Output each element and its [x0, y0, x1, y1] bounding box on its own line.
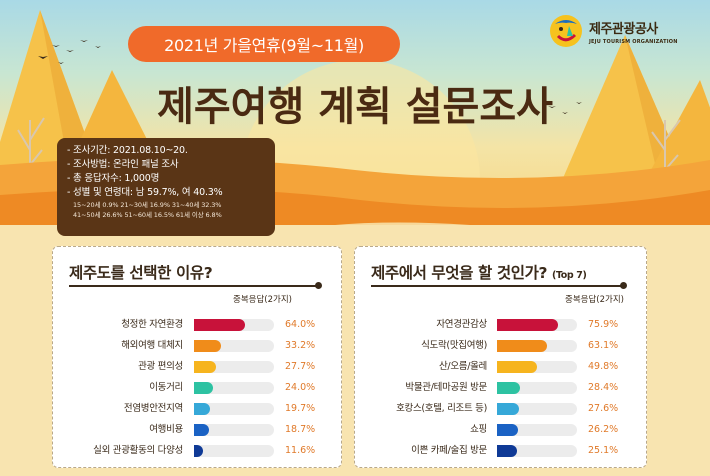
data-label: 25.1%	[588, 445, 619, 456]
bar-track	[497, 382, 577, 394]
survey-info-age-2: 41~50세 26.6% 51~60세 16.5% 61세 이상 6.8%	[73, 211, 222, 219]
survey-info-age-1: 15~20세 0.9% 21~30세 16.9% 31~40세 32.3%	[73, 201, 222, 209]
category-label: 실외 관광활동의 다양성	[93, 445, 183, 456]
bar	[194, 340, 221, 352]
bar-track	[194, 403, 274, 415]
bar-track	[194, 319, 274, 331]
chart-row: 청정한 자연환경 64.0%	[53, 318, 343, 332]
period-label: 2021년 가을연휴(9월~11월)	[164, 36, 364, 55]
survey-info-method: - 조사방법: 온라인 패널 조사	[67, 159, 179, 170]
chart-row: 호캉스(호텔, 리조트 등) 27.6%	[355, 402, 645, 416]
chart-title-text: 제주에서 무엇을 할 것인가?	[371, 264, 548, 282]
chart-row: 이쁜 카페/술집 방문 25.1%	[355, 444, 645, 458]
category-label: 자연경관감상	[436, 319, 487, 330]
bar	[497, 340, 548, 352]
category-label: 여행비용	[149, 424, 183, 435]
category-label: 이동거리	[149, 382, 183, 393]
chart-row: 박물관/테마공원 방문 28.4%	[355, 381, 645, 395]
data-label: 27.7%	[285, 361, 316, 372]
data-label: 18.7%	[285, 424, 316, 435]
data-label: 75.9%	[588, 319, 619, 330]
org-name-korean: 제주관광공사	[589, 21, 658, 37]
category-label: 쇼핑	[470, 424, 487, 435]
chart-title: 제주에서 무엇을 할 것인가? (Top 7)	[371, 261, 587, 283]
survey-info-period: - 조사기간: 2021.08.10~20.	[67, 145, 188, 156]
chart-row: 여행비용 18.7%	[53, 423, 343, 437]
data-label: 27.6%	[588, 403, 619, 414]
chart-row: 자연경관감상 75.9%	[355, 318, 645, 332]
bar-track	[194, 340, 274, 352]
data-label: 11.6%	[285, 445, 316, 456]
title-divider	[371, 285, 623, 287]
bar-track	[194, 361, 274, 373]
bar	[194, 361, 217, 373]
chart-row: 쇼핑 26.2%	[355, 423, 645, 437]
bar-track	[497, 319, 577, 331]
data-label: 49.8%	[588, 361, 619, 372]
chart-row: 관광 편의성 27.7%	[53, 360, 343, 374]
data-label: 28.4%	[588, 382, 619, 393]
category-label: 관광 편의성	[138, 361, 183, 372]
survey-info-box: - 조사기간: 2021.08.10~20. - 조사방법: 온라인 패널 조사…	[57, 138, 275, 236]
title-divider	[69, 285, 318, 287]
bar-track	[497, 403, 577, 415]
bar	[497, 382, 520, 394]
bar-track	[194, 424, 274, 436]
data-label: 24.0%	[285, 382, 316, 393]
jeju-tourism-logo-icon	[550, 15, 582, 47]
data-label: 19.7%	[285, 403, 316, 414]
bar	[497, 403, 520, 415]
chart-row: 식도락(맛집여행) 63.1%	[355, 339, 645, 353]
data-label: 33.2%	[285, 340, 316, 351]
chart-row: 해외여행 대체지 33.2%	[53, 339, 343, 353]
bar	[194, 319, 246, 331]
org-name-english: JEJU TOURISM ORGANIZATION	[589, 38, 678, 45]
bar-track	[497, 424, 577, 436]
bar	[194, 445, 204, 457]
chart-row: 산/오름/올레 49.8%	[355, 360, 645, 374]
bar-track	[194, 445, 274, 457]
bar	[497, 424, 518, 436]
category-label: 박물관/테마공원 방문	[405, 382, 487, 393]
org-logo: 제주관광공사 JEJU TOURISM ORGANIZATION	[549, 14, 678, 48]
category-label: 식도락(맛집여행)	[421, 340, 487, 351]
page-title: 제주여행 계획 설문조사	[157, 84, 553, 130]
bar	[194, 382, 214, 394]
category-label: 해외여행 대체지	[121, 340, 183, 351]
chart-row: 전염병안전지역 19.7%	[53, 402, 343, 416]
bar-track	[497, 340, 577, 352]
bar	[497, 445, 518, 457]
data-label: 63.1%	[588, 340, 619, 351]
response-note: 중복응답(2가지)	[565, 295, 624, 305]
period-badge: 2021년 가을연휴(9월~11월)	[128, 26, 400, 62]
chart-title: 제주도를 선택한 이유?	[69, 261, 213, 283]
chart-row: 실외 관광활동의 다양성 11.6%	[53, 444, 343, 458]
category-label: 청정한 자연환경	[121, 319, 183, 330]
bar	[194, 403, 210, 415]
survey-info-gender: - 성별 및 연령대: 남 59.7%, 여 40.3%	[67, 187, 223, 198]
bar-track	[194, 382, 274, 394]
chart-title-text: 제주도를 선택한 이유?	[69, 264, 213, 282]
chart-title-suffix: (Top 7)	[552, 270, 587, 281]
category-label: 전염병안전지역	[123, 403, 183, 414]
chart-row: 이동거리 24.0%	[53, 381, 343, 395]
survey-info-respondents: - 총 응답자수: 1,000명	[67, 173, 160, 184]
reasons-chart-panel: 제주도를 선택한 이유? 중복응답(2가지) 청정한 자연환경 64.0% 해외여행…	[52, 246, 342, 468]
bar-track	[497, 445, 577, 457]
title-divider-dot	[620, 282, 627, 289]
category-label: 산/오름/올레	[438, 361, 487, 372]
data-label: 64.0%	[285, 319, 316, 330]
bar-track	[497, 361, 577, 373]
bar	[497, 319, 558, 331]
title-divider-dot	[315, 282, 322, 289]
response-note: 중복응답(2가지)	[233, 295, 292, 305]
data-label: 26.2%	[588, 424, 619, 435]
bar	[194, 424, 209, 436]
activities-chart-panel: 제주에서 무엇을 할 것인가? (Top 7) 중복응답(2가지) 자연경관감상…	[354, 246, 647, 468]
category-label: 호캉스(호텔, 리조트 등)	[396, 403, 487, 414]
category-label: 이쁜 카페/술집 방문	[411, 445, 487, 456]
bar	[497, 361, 537, 373]
